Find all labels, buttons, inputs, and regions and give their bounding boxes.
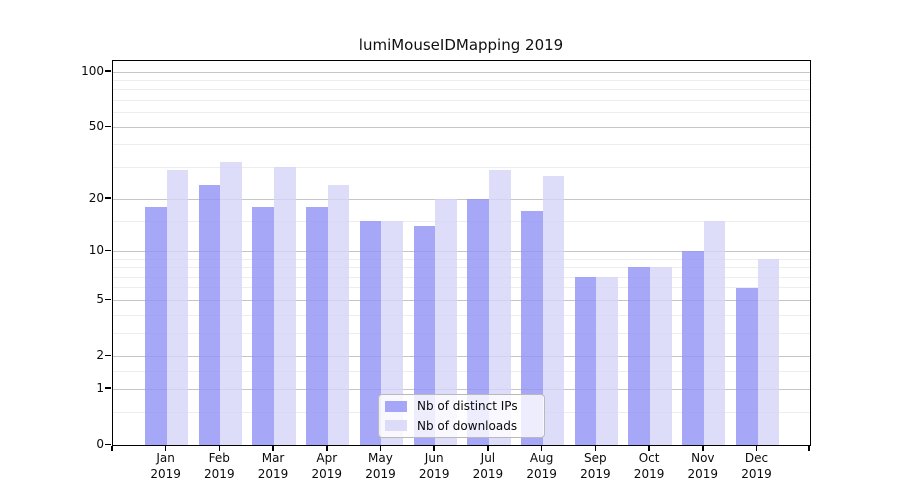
legend-swatch-icon <box>385 400 407 412</box>
y-tick-label: 0 <box>96 437 104 452</box>
bar-may-downloads <box>381 220 404 445</box>
x-tick-label-jul: Jul 2019 <box>472 451 504 481</box>
x-tick-mark <box>164 446 167 451</box>
x-tick-label-jan: Jan 2019 <box>150 451 181 481</box>
bar-feb-downloads <box>220 162 242 445</box>
minor-gridline <box>113 332 810 334</box>
y-tick-mark <box>105 125 111 128</box>
bar-dec-downloads <box>757 258 780 445</box>
x-tick-mark <box>433 446 435 451</box>
y-tick-mark <box>105 298 111 301</box>
y-tick-label: 1 <box>96 381 104 396</box>
legend: Nb of distinct IPs Nb of downloads <box>378 394 545 438</box>
x-axis-edge-tick <box>808 446 810 451</box>
x-tick-label-apr: Apr 2019 <box>311 451 343 481</box>
y-tick-label: 100 <box>81 64 104 79</box>
bar-mar-distinct-ips <box>252 206 275 445</box>
bar-apr-distinct-ips <box>306 206 328 445</box>
bar-dec-distinct-ips <box>735 287 758 445</box>
y-tick-label: 2 <box>96 348 104 363</box>
major-gridline <box>113 250 810 252</box>
x-tick-label-feb: Feb 2019 <box>204 451 235 481</box>
minor-gridline <box>113 276 810 278</box>
bar-apr-downloads <box>327 184 350 445</box>
x-tick-mark <box>325 446 328 451</box>
bar-may-distinct-ips <box>359 220 382 445</box>
x-tick-mark <box>540 446 543 451</box>
major-gridline <box>113 198 810 200</box>
x-tick-mark <box>648 446 650 451</box>
x-tick-mark <box>272 446 274 451</box>
minor-gridline <box>113 144 810 146</box>
bar-mar-downloads <box>274 167 296 445</box>
bar-nov-downloads <box>703 220 726 445</box>
chart-title: lumiMouseIDMapping 2019 <box>358 36 564 54</box>
minor-gridline <box>113 220 810 222</box>
bar-jan-downloads <box>166 169 189 445</box>
x-tick-label-aug: Aug 2019 <box>526 451 557 481</box>
y-tick-mark <box>105 354 111 357</box>
x-tick-mark <box>379 446 382 451</box>
x-tick-mark <box>218 446 221 451</box>
y-tick-mark <box>105 249 111 252</box>
minor-gridline <box>113 287 810 289</box>
y-tick-label: 50 <box>88 119 104 134</box>
plot-area <box>112 60 811 446</box>
x-tick-label-dec: Dec 2019 <box>741 451 772 481</box>
y-tick-mark <box>105 443 111 446</box>
minor-gridline <box>113 258 810 260</box>
bar-oct-distinct-ips <box>628 267 651 445</box>
major-gridline <box>113 388 810 390</box>
minor-gridline <box>113 80 810 82</box>
bar-jun-distinct-ips <box>413 226 436 445</box>
x-tick-label-may: May 2019 <box>365 451 396 481</box>
x-tick-mark <box>755 446 758 451</box>
bar-nov-distinct-ips <box>682 251 704 445</box>
major-gridline <box>113 299 810 301</box>
y-tick-mark <box>105 387 111 390</box>
bar-jun-downloads <box>435 198 457 445</box>
minor-gridline <box>113 267 810 269</box>
bar-jan-distinct-ips <box>144 206 167 445</box>
major-gridline <box>113 126 810 128</box>
y-tick-mark <box>105 70 111 72</box>
minor-gridline <box>113 100 810 102</box>
bar-sep-distinct-ips <box>574 276 597 445</box>
x-tick-mark <box>594 446 597 451</box>
major-gridline <box>113 355 810 357</box>
y-tick-label: 20 <box>88 191 104 206</box>
x-tick-label-nov: Nov 2019 <box>687 451 719 481</box>
y-tick-mark <box>105 197 111 199</box>
major-gridline <box>113 71 810 73</box>
bar-feb-distinct-ips <box>198 184 221 445</box>
bar-oct-downloads <box>650 267 672 445</box>
minor-gridline <box>113 89 810 91</box>
x-tick-label-sep: Sep 2019 <box>580 451 611 481</box>
x-tick-mark <box>487 446 489 451</box>
legend-row-distinct-ips: Nb of distinct IPs <box>379 398 544 415</box>
legend-swatch-icon <box>385 420 407 432</box>
x-tick-label-jun: Jun 2019 <box>418 451 450 481</box>
bar-jul-downloads <box>488 169 511 445</box>
x-tick-label-oct: Oct 2019 <box>633 451 665 481</box>
minor-gridline <box>113 167 810 169</box>
minor-gridline <box>113 112 810 114</box>
y-tick-label: 10 <box>88 243 104 258</box>
bar-aug-distinct-ips <box>520 211 543 445</box>
y-tick-label: 5 <box>96 292 104 307</box>
minor-gridline <box>113 370 810 372</box>
bar-aug-downloads <box>542 175 565 445</box>
bar-jul-distinct-ips <box>467 198 489 445</box>
x-axis-edge-tick <box>111 446 113 451</box>
x-tick-label-mar: Mar 2019 <box>257 451 289 481</box>
bar-sep-downloads <box>596 276 619 445</box>
x-tick-mark <box>702 446 704 451</box>
legend-label: Nb of distinct IPs <box>417 399 518 414</box>
legend-label: Nb of downloads <box>417 418 518 433</box>
legend-row-downloads: Nb of downloads <box>379 418 544 435</box>
minor-gridline <box>113 314 810 316</box>
